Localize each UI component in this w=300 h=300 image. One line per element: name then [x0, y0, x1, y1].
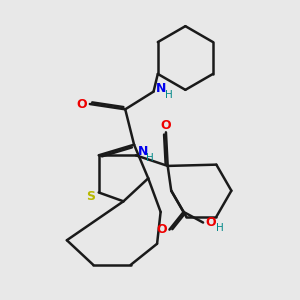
Text: H: H [146, 153, 154, 163]
Text: O: O [156, 223, 167, 236]
Text: H: H [216, 223, 224, 233]
Text: O: O [77, 98, 87, 110]
Text: H: H [164, 90, 172, 100]
Text: N: N [155, 82, 166, 95]
Text: S: S [86, 190, 95, 203]
Text: N: N [138, 145, 148, 158]
Text: O: O [160, 119, 171, 132]
Text: O: O [206, 216, 216, 229]
